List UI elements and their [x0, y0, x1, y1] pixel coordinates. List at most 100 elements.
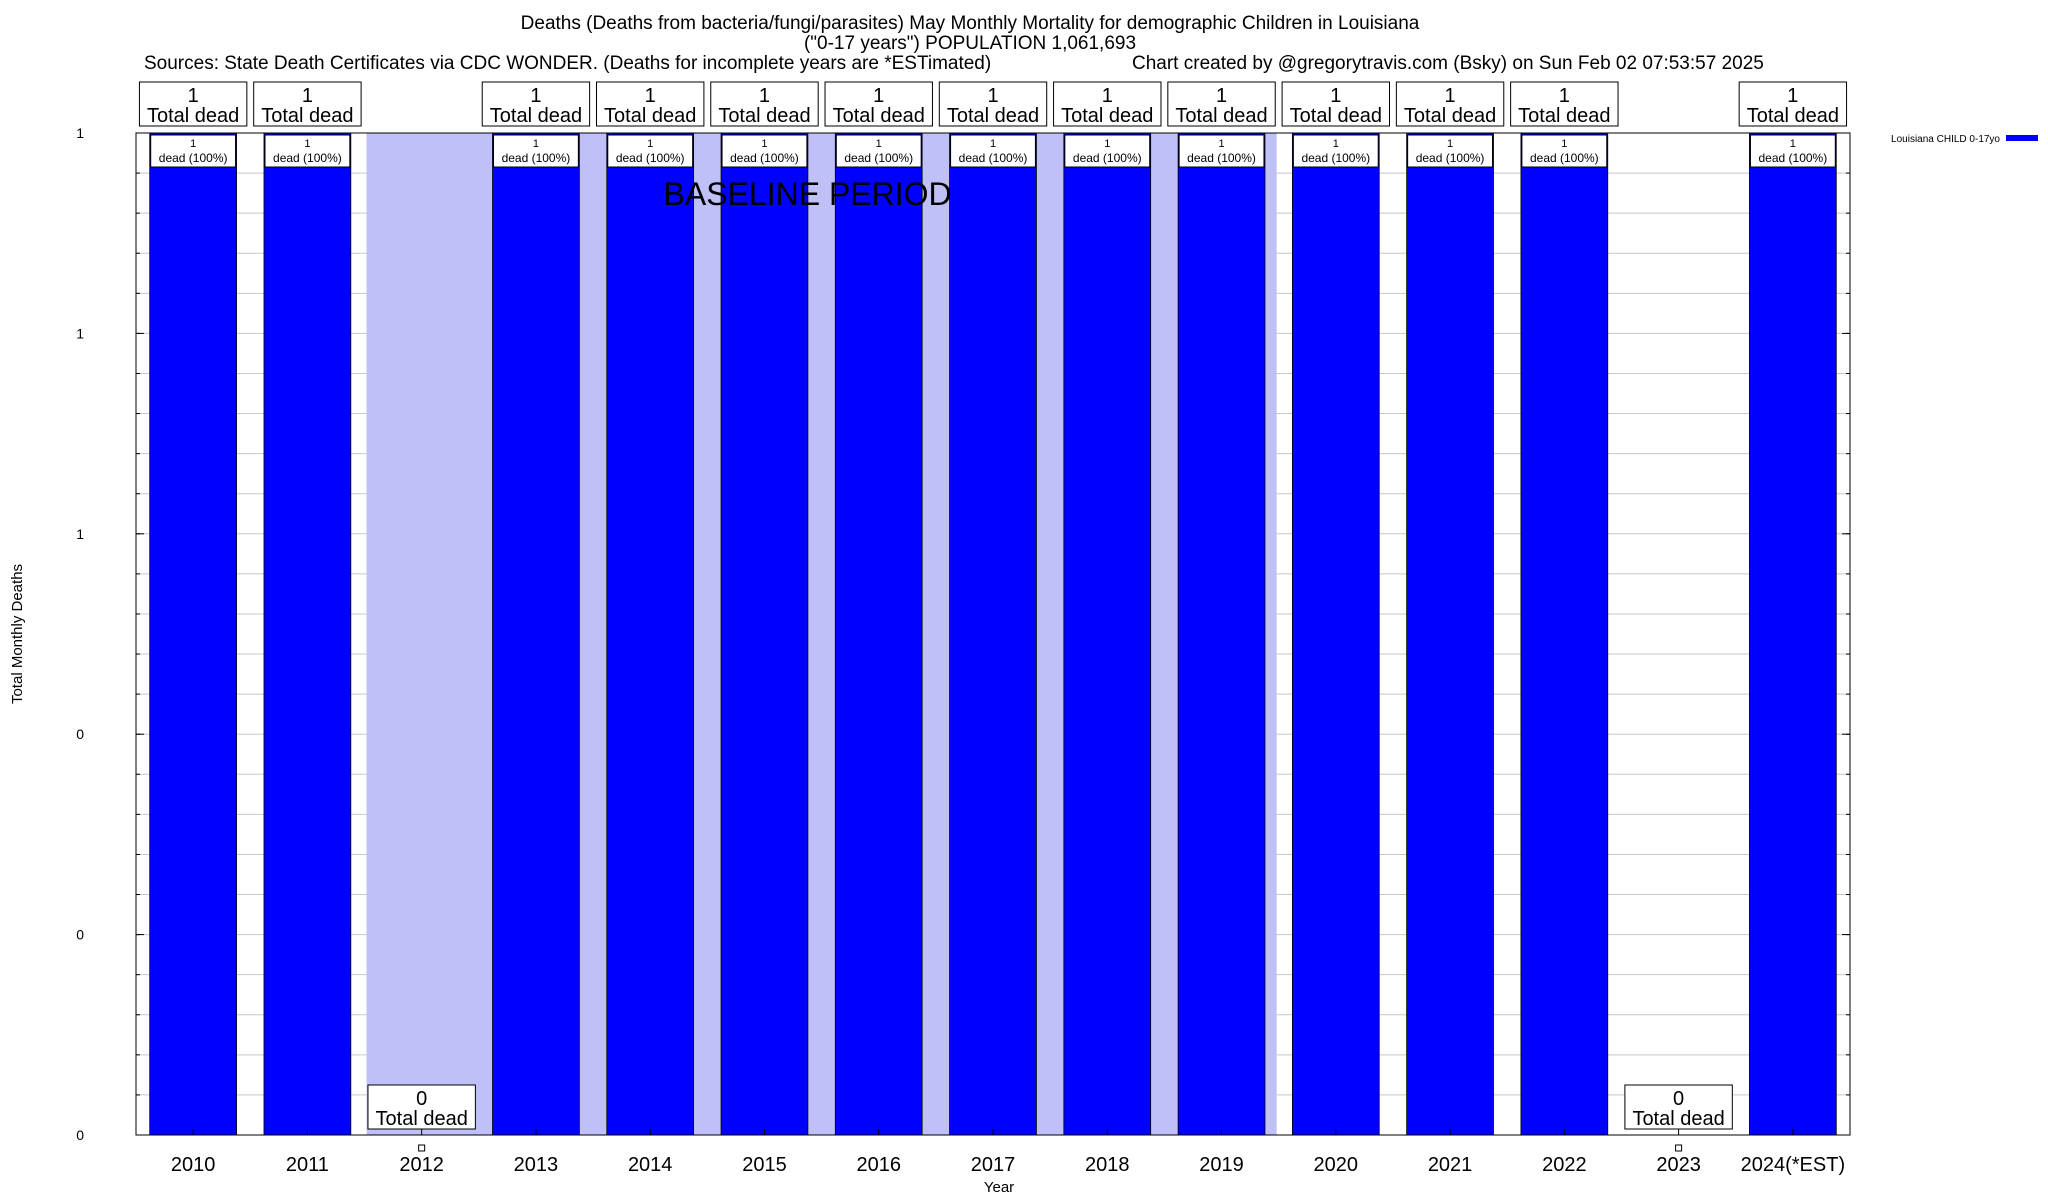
- total-label-text: Total dead: [718, 105, 810, 127]
- total-label-value: 1: [1559, 85, 1570, 107]
- inner-label-text: dead (100%): [730, 151, 799, 165]
- legend-label: Louisiana CHILD 0-17yo: [1891, 134, 2000, 145]
- total-label-text: Total dead: [604, 105, 696, 127]
- bar: [720, 132, 809, 1136]
- legend-layer: Louisiana CHILD 0-17yo: [1891, 134, 2038, 145]
- y-tick-label: 1: [76, 526, 84, 542]
- bar: [1520, 132, 1609, 1136]
- bar: [492, 132, 580, 1136]
- total-label-value: 1: [530, 85, 541, 107]
- total-label-value: 1: [873, 85, 884, 107]
- bar: [1406, 132, 1494, 1136]
- axis-layer: 0 0 0 1 1 1 2010 2011 2012 2013 2014 2015 2016 2017 20…: [9, 125, 1851, 1196]
- total-label-box: [938, 81, 1048, 127]
- bar: [149, 132, 237, 1136]
- x-tick-label: 2019: [1199, 1154, 1244, 1176]
- total-label-value: 1: [1445, 85, 1456, 107]
- inner-label-text: dead (100%): [273, 151, 342, 165]
- total-label-box: [1167, 81, 1276, 127]
- total-label-text: Total dead: [947, 105, 1039, 127]
- inner-label-value: 1: [761, 138, 767, 150]
- x-tick-label: 2015: [742, 1154, 787, 1176]
- total-label-text: Total dead: [833, 105, 925, 127]
- bar: [1749, 132, 1837, 1136]
- total-label-box: [367, 1084, 476, 1130]
- x-axis-title: Year: [984, 1179, 1014, 1196]
- y-tick-label: 0: [76, 726, 84, 742]
- total-label-box: [1395, 81, 1505, 127]
- x-tick-label: 2017: [971, 1154, 1016, 1176]
- total-label-text: Total dead: [376, 1108, 468, 1130]
- y-tick-label: 1: [76, 125, 84, 141]
- total-label-box: [481, 81, 591, 127]
- inner-label-box: [493, 134, 579, 168]
- bar: [1063, 132, 1152, 1136]
- zero-marker: [1675, 1144, 1683, 1152]
- total-label-value: 0: [1673, 1088, 1684, 1110]
- x-tick-label: 2018: [1085, 1154, 1130, 1176]
- x-tick-label: 2012: [399, 1154, 444, 1176]
- bar: [949, 132, 1037, 1136]
- x-tick-label: 2010: [171, 1154, 216, 1176]
- inner-label-box: [150, 134, 237, 168]
- x-tick-label: 2011: [286, 1154, 329, 1176]
- inner-label-text: dead (100%): [1187, 151, 1256, 165]
- inner-label-value: 1: [1104, 138, 1110, 150]
- total-label-text: Total dead: [1290, 105, 1382, 127]
- inner-label-box: [1521, 134, 1608, 168]
- inner-label-value: 1: [1447, 138, 1453, 150]
- inner-label-box: [1749, 134, 1836, 168]
- total-label-value: 1: [1787, 85, 1798, 107]
- total-label-text: Total dead: [1632, 1108, 1724, 1130]
- total-label-text: Total dead: [1404, 105, 1496, 127]
- total-label-text: Total dead: [147, 105, 239, 127]
- bar: [1177, 132, 1266, 1136]
- inner-label-box: [721, 134, 808, 168]
- inner-label-text: dead (100%): [844, 151, 913, 165]
- baseline-label: BASELINE PERIOD: [664, 176, 952, 212]
- bar: [263, 132, 352, 1136]
- total-label-box: [595, 81, 705, 127]
- inner-label-text: dead (100%): [1301, 151, 1370, 165]
- total-label-text: Total dead: [1747, 105, 1839, 127]
- zero-marker: [418, 1144, 426, 1152]
- x-tick-label: 2013: [514, 1154, 559, 1176]
- total-label-value: 1: [188, 85, 199, 107]
- inner-label-box: [1407, 134, 1493, 168]
- y-tick-label: 1: [76, 325, 84, 341]
- total-label-value: 0: [416, 1088, 427, 1110]
- total-label-value: 1: [987, 85, 998, 107]
- inner-label-box: [950, 134, 1036, 168]
- inner-label-value: 1: [1333, 138, 1339, 150]
- inner-label-text: dead (100%): [616, 151, 685, 165]
- bar: [1291, 132, 1380, 1136]
- total-label-value: 1: [645, 85, 656, 107]
- inner-label-value: 1: [1561, 138, 1567, 150]
- inner-label-text: dead (100%): [1073, 151, 1142, 165]
- y-axis-title: Total Monthly Deaths: [9, 564, 26, 704]
- x-tick-label: 2020: [1314, 1154, 1359, 1176]
- total-label-text: Total dead: [1061, 105, 1153, 127]
- inner-label-text: dead (100%): [1759, 151, 1828, 165]
- inner-label-box: [1292, 134, 1379, 168]
- total-label-box: [138, 81, 248, 127]
- total-label-box: [1624, 1084, 1733, 1130]
- inner-label-box: [1178, 134, 1265, 168]
- bar: [606, 132, 695, 1136]
- inner-label-value: 1: [990, 138, 996, 150]
- inner-label-text: dead (100%): [502, 151, 571, 165]
- total-label-box: [1281, 81, 1391, 127]
- total-label-value: 1: [759, 85, 770, 107]
- chart-credit: Chart created by @gregorytravis.com (Bsk…: [1132, 53, 1764, 74]
- total-label-box: [1053, 81, 1162, 127]
- inner-label-text: dead (100%): [159, 151, 228, 165]
- bar-layer: [149, 132, 1837, 1152]
- total-label-box: [824, 81, 933, 127]
- inner-label-value: 1: [1790, 138, 1796, 150]
- inner-label-value: 1: [876, 138, 882, 150]
- chart-subtitle: ("0-17 years") POPULATION 1,061,693: [803, 33, 1137, 54]
- chart-title: Deaths (Deaths from bacteria/fungi/paras…: [520, 13, 1420, 34]
- inner-label-value: 1: [533, 138, 539, 150]
